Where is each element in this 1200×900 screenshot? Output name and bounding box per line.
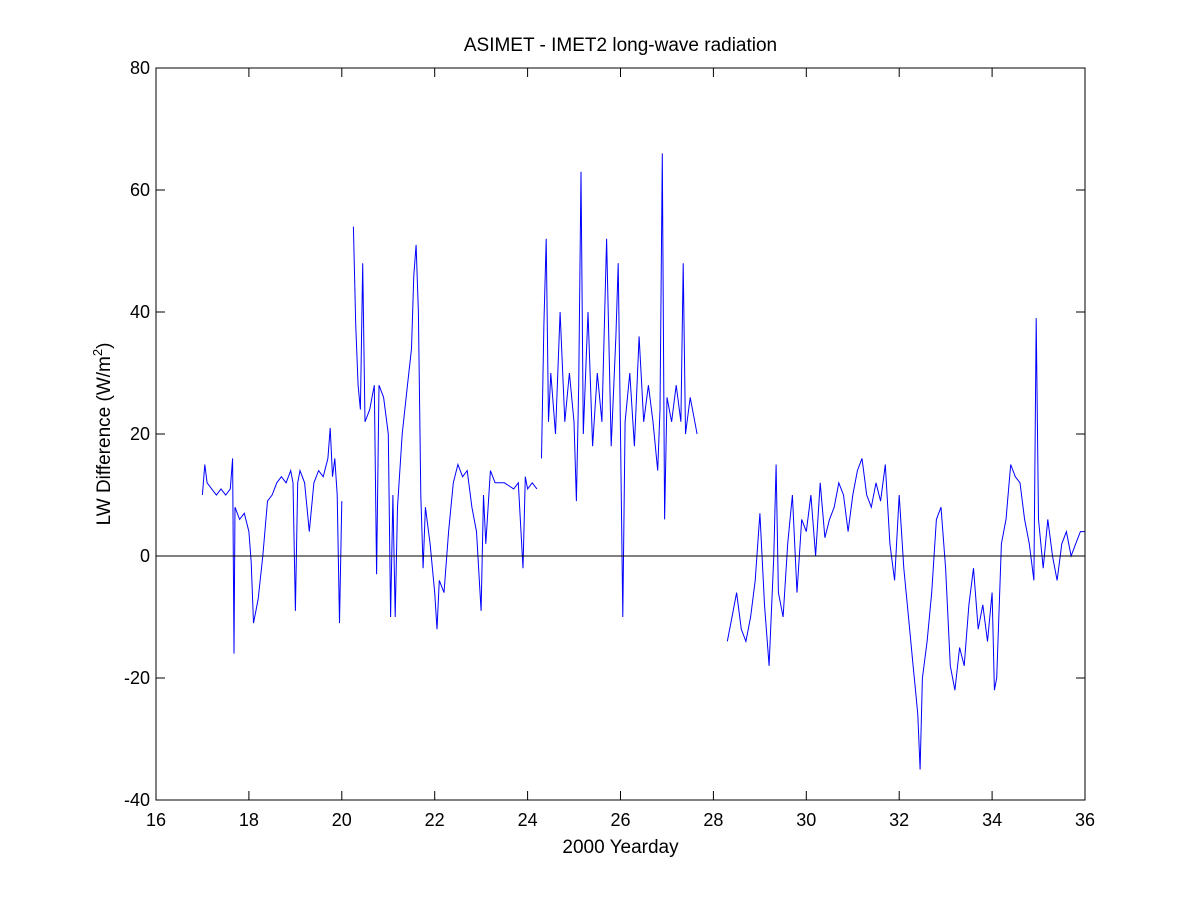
y-tick-label: -20 xyxy=(124,668,150,688)
x-tick-label: 34 xyxy=(982,810,1002,830)
x-tick-label: 16 xyxy=(146,810,166,830)
series-line-segment-3 xyxy=(541,153,698,618)
series-line-segment-1 xyxy=(201,427,343,654)
x-tick-label: 36 xyxy=(1075,810,1095,830)
y-axis-label-main: LW Difference (W/m xyxy=(94,356,115,525)
x-tick-label: 28 xyxy=(703,810,723,830)
x-tick-label: 30 xyxy=(796,810,816,830)
y-axis-label-close: ) xyxy=(94,343,115,349)
tick-layer: 16 18 20 22 24 26 28 30 32 34 36 -40 -20 0 20 40 60 80 xyxy=(124,58,1095,830)
series-line-segment-2 xyxy=(352,226,538,630)
y-axis-label: LW Difference (W/m2) xyxy=(90,343,115,526)
chart-title: ASIMET - IMET2 long-wave radiation xyxy=(464,35,777,56)
plot-frame xyxy=(155,67,1086,801)
y-tick-label: 80 xyxy=(130,58,150,78)
y-tick-label: 40 xyxy=(130,302,150,322)
x-tick-label: 24 xyxy=(518,810,538,830)
y-tick-label: 60 xyxy=(130,180,150,200)
y-axis-label-superscript: 2 xyxy=(90,349,105,356)
series-line-segment-4 xyxy=(726,318,1085,770)
y-tick-label: 20 xyxy=(130,424,150,444)
x-axis-label: 2000 Yearday xyxy=(562,837,679,858)
x-tick-label: 22 xyxy=(425,810,445,830)
x-tick-label: 26 xyxy=(610,810,630,830)
x-tick-label: 20 xyxy=(332,810,352,830)
x-tick-label: 32 xyxy=(889,810,909,830)
y-tick-label: 0 xyxy=(140,546,150,566)
y-tick-label: -40 xyxy=(124,790,150,810)
x-tick-label: 18 xyxy=(239,810,259,830)
series-layer xyxy=(201,153,1085,770)
